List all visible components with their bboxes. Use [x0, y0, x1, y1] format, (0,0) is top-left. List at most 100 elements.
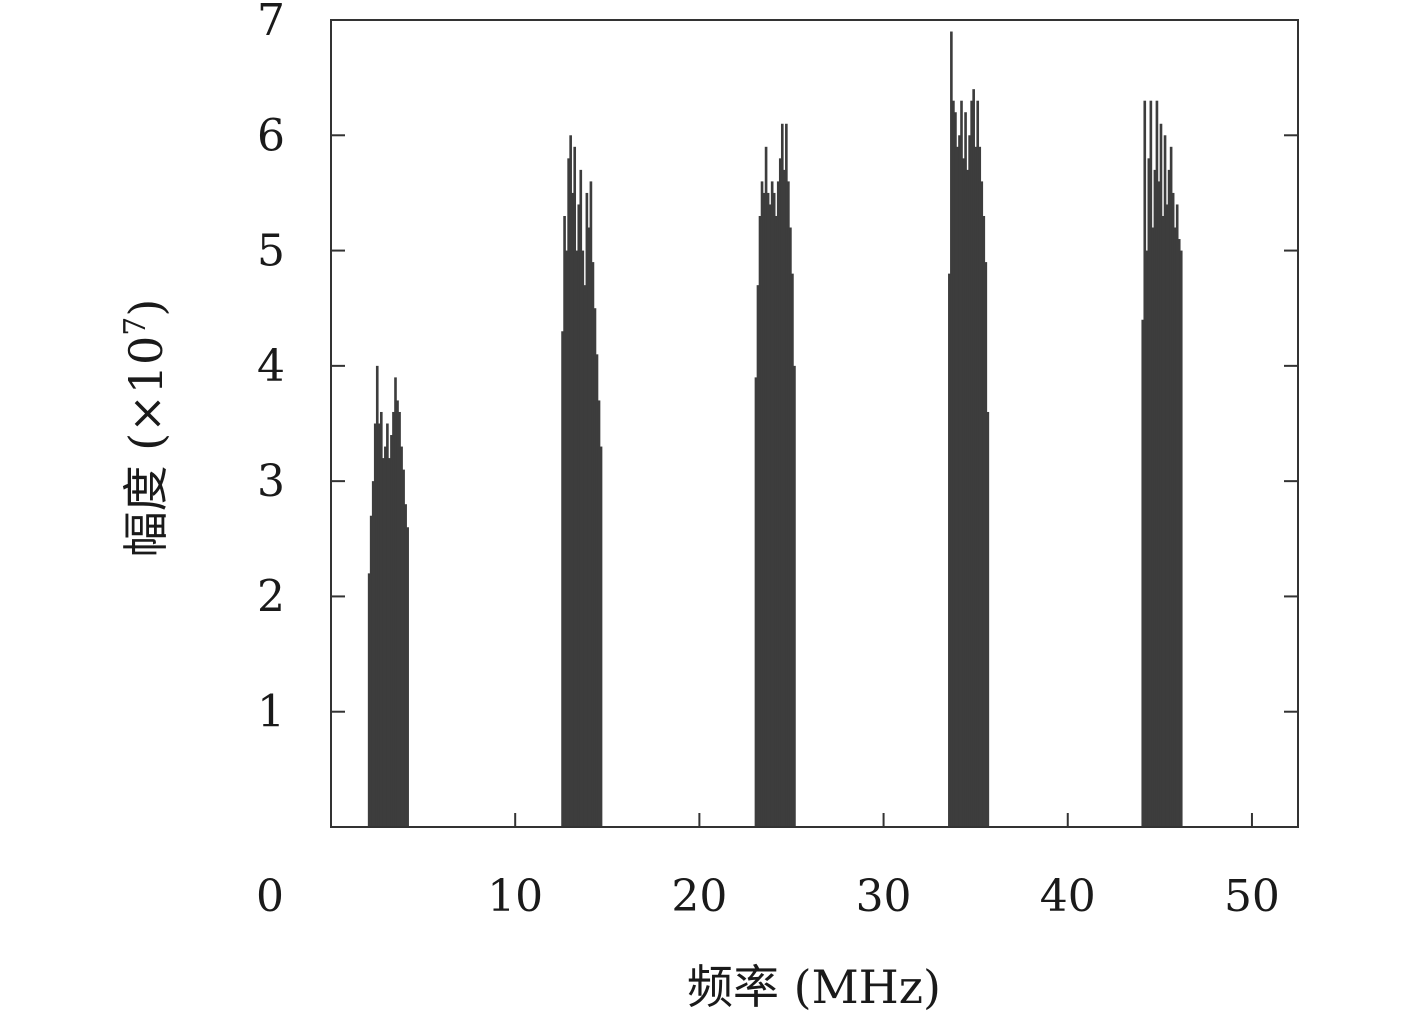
x-tick-label: 20	[671, 871, 727, 922]
x-tick-label: 50	[1224, 871, 1280, 922]
spectrum-bar	[770, 181, 774, 827]
x-tick-label: 40	[1040, 871, 1096, 922]
spectrum-bar	[1145, 250, 1149, 827]
spectrum-bar	[377, 423, 381, 827]
spectrum-bar	[1153, 169, 1157, 827]
spectrum-bar	[954, 112, 957, 828]
spectrum-bar	[394, 377, 397, 827]
spectrum-bar	[948, 273, 951, 827]
spectrum-bar	[388, 458, 391, 827]
spectrum-bar	[982, 215, 986, 828]
spectrum-bar	[392, 411, 395, 827]
spectrum-bar	[367, 573, 371, 827]
spectrum-bar	[599, 446, 603, 827]
y-axis-title: 幅度 (×107)	[118, 299, 174, 558]
spectrum-bar	[375, 365, 379, 827]
spectrum-bar	[371, 481, 375, 827]
spectrum-bar	[776, 181, 780, 827]
plot-frame	[330, 19, 1299, 828]
spectrum-bar	[952, 100, 955, 827]
spectrum-bar	[958, 135, 961, 828]
spectrum-bar	[980, 181, 984, 827]
spectrum-bar	[754, 377, 758, 827]
spectrum-bar	[1165, 204, 1169, 827]
spectrum-bar	[970, 100, 973, 827]
spectrum-bar	[400, 446, 403, 827]
spectrum-bar	[585, 192, 589, 827]
y-tick-label: 5	[257, 226, 285, 277]
spectrum-bar	[966, 169, 969, 827]
spectrum-bar	[778, 158, 782, 828]
spectrum-bar	[563, 215, 566, 828]
spectrum-bar	[1175, 204, 1179, 827]
spectrum-bar	[561, 331, 564, 827]
spectrum-bar	[595, 354, 599, 827]
spectrum-bar	[1161, 215, 1165, 828]
spectrum-bar	[787, 181, 790, 827]
spectrum-bar	[384, 446, 387, 827]
spectrum-bar	[573, 146, 577, 827]
spectrum-bar	[398, 411, 401, 827]
spectrum-bar	[950, 31, 953, 827]
spectrum-bar	[1157, 181, 1161, 827]
spectrum-bar	[373, 423, 377, 827]
spectrum-bar	[575, 250, 579, 827]
spectrum-bar	[1151, 227, 1155, 827]
x-axis-title: 频率 (MHz)	[687, 960, 941, 1014]
spectrum-bar	[766, 192, 770, 827]
spectrum-bar	[571, 192, 574, 827]
spectrum-bar	[956, 146, 959, 827]
spectrum-bar	[964, 112, 967, 828]
spectrum-bar	[569, 135, 572, 828]
spectrum-bar	[1167, 169, 1171, 827]
spectrum-bar	[382, 458, 385, 827]
spectrum-bar	[978, 146, 982, 827]
spectrum-bar	[1143, 100, 1147, 827]
y-axis-title-close: )	[119, 299, 173, 317]
spectrum-bar	[960, 100, 963, 827]
y-tick-label: 6	[257, 110, 285, 161]
spectrum-bar	[986, 411, 990, 827]
spectrum-bar	[579, 169, 583, 827]
spectrum-bar	[783, 169, 786, 827]
spectrum-bar	[768, 204, 772, 827]
spectrum-bar	[593, 308, 597, 828]
spectrum-bar	[577, 204, 581, 827]
labels-layer: 0 10 20 30 40 50 1 2 3 4 5 6 7	[256, 0, 1280, 922]
y-tick-label: 7	[257, 0, 285, 46]
spectrum-bar	[390, 435, 393, 827]
spectrum-bar	[974, 146, 978, 827]
spectrum-bar	[587, 227, 591, 827]
y-tick-label: 3	[257, 456, 285, 507]
spectrum-bar	[780, 123, 784, 827]
ticks-layer	[331, 19, 1298, 827]
spectrum-bar	[597, 400, 601, 827]
x-tick-label: 0	[256, 871, 284, 922]
spectrum-bar	[785, 123, 788, 827]
spectrum-bar	[772, 192, 776, 827]
spectrum-bar	[369, 515, 373, 827]
y-axis-title-main: 幅度 (×10	[119, 336, 173, 558]
y-tick-label: 2	[257, 571, 285, 622]
spectrum-bar	[762, 192, 766, 827]
spectrum-bar	[984, 262, 988, 828]
spectrum-bar	[764, 146, 768, 827]
x-tick-label: 10	[487, 871, 543, 922]
spectrum-bar	[406, 527, 409, 827]
spectrum-bar	[1159, 123, 1163, 827]
spectrum-bar	[1163, 135, 1167, 828]
spectrum-bar	[760, 181, 764, 827]
spectrum-bar	[1141, 319, 1145, 827]
spectrum-bar	[1169, 146, 1173, 827]
spectrum-bar	[962, 158, 965, 828]
y-axis-title-exponent: 7	[118, 317, 153, 336]
spectrum-bar	[1147, 158, 1151, 828]
spectrum-bar	[1179, 250, 1183, 827]
spectrum-bar	[379, 411, 383, 827]
spectrum-bar	[565, 250, 568, 827]
y-tick-label: 4	[257, 341, 285, 392]
spectrum-bar	[589, 181, 593, 827]
spectrum-bar	[404, 504, 407, 827]
spectrum-bar	[789, 227, 792, 827]
